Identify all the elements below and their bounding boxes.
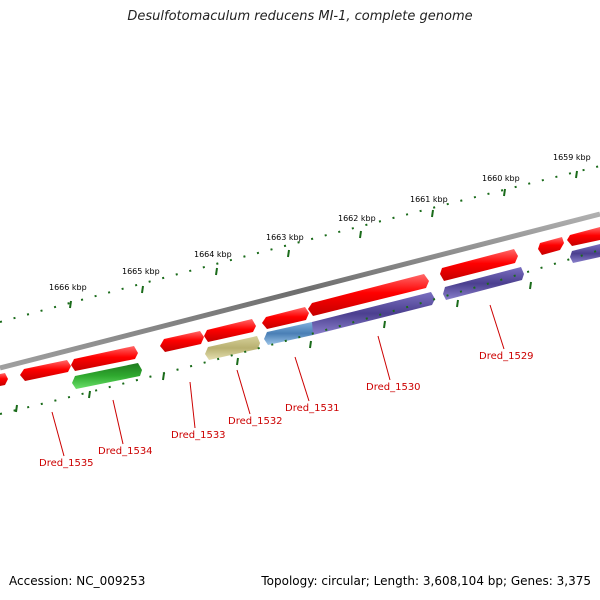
feature-track-reverse	[72, 244, 600, 389]
cds-track-forward	[0, 227, 600, 386]
gene-label-dred-1535[interactable]: Dred_1535	[39, 458, 94, 469]
ruler-label-1666: 1666 kbp	[49, 283, 87, 292]
accession-text: Accession: NC_009253	[9, 574, 146, 588]
feature-bar-green[interactable]	[72, 363, 142, 389]
cds-arrow[interactable]	[20, 360, 71, 381]
map-title: Desulfotomaculum reducens MI-1, complete…	[127, 9, 473, 24]
gene-label-dred-1532[interactable]: Dred_1532	[228, 416, 283, 427]
outer-tick-ruler	[0, 165, 600, 323]
ruler-label-1662: 1662 kbp	[338, 214, 376, 223]
cds-arrow[interactable]	[538, 237, 564, 255]
cds-arrow[interactable]	[160, 331, 204, 352]
gene-label-dred-1534[interactable]: Dred_1534	[98, 446, 153, 457]
gene-labels: Dred_1529 Dred_1530 Dred_1531 Dred_1532 …	[39, 351, 534, 469]
gene-leader-lines	[51, 304, 505, 457]
ruler-label-1665: 1665 kbp	[122, 267, 160, 276]
gene-label-dred-1529[interactable]: Dred_1529	[479, 351, 534, 362]
inner-tick-ruler	[0, 249, 600, 415]
feature-bar-purple[interactable]	[443, 267, 524, 300]
cds-arrow[interactable]	[567, 227, 600, 246]
gene-label-dred-1531[interactable]: Dred_1531	[285, 403, 340, 414]
cds-arrow[interactable]	[0, 373, 8, 386]
genome-summary-text: Topology: circular; Length: 3,608,104 bp…	[261, 574, 591, 588]
genome-backbone	[0, 211, 600, 371]
ruler-label-1659: 1659 kbp	[553, 153, 591, 162]
ruler-label-1663: 1663 kbp	[266, 233, 304, 242]
cds-arrow[interactable]	[204, 319, 256, 342]
cds-arrow[interactable]	[308, 274, 429, 316]
feature-bar-khaki[interactable]	[205, 336, 260, 360]
gene-label-dred-1533[interactable]: Dred_1533	[171, 430, 226, 441]
ruler-label-1661: 1661 kbp	[410, 195, 448, 204]
cds-arrow[interactable]	[262, 307, 309, 329]
cds-arrow[interactable]	[71, 346, 138, 371]
feature-bar-purple[interactable]	[570, 244, 600, 263]
gene-label-dred-1530[interactable]: Dred_1530	[366, 382, 421, 393]
cds-arrow[interactable]	[440, 249, 518, 281]
ruler-label-1660: 1660 kbp	[482, 174, 520, 183]
feature-bar-purple[interactable]	[310, 292, 435, 335]
ruler-labels: 1659 kbp 1660 kbp 1661 kbp 1662 kbp 1663…	[49, 153, 591, 292]
feature-bar-blue[interactable]	[264, 322, 313, 345]
ruler-label-1664: 1664 kbp	[194, 250, 232, 259]
